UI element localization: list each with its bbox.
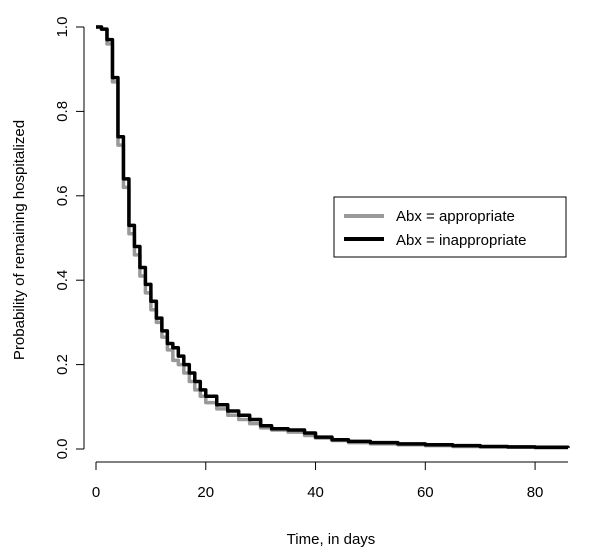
legend-label-inappropriate: Abx = inappropriate: [396, 232, 527, 249]
km-line-inappropriate: [96, 25, 570, 450]
y-tick-label: 0.8: [54, 101, 71, 122]
legend: Abx = appropriate Abx = inappropriate: [333, 196, 567, 258]
x-ticks: 0 20 40 60 80: [92, 462, 544, 501]
y-ticks: 0.0 0.2 0.4 0.6 0.8 1.0: [54, 17, 84, 460]
legend-label-appropriate: Abx = appropriate: [396, 208, 515, 225]
y-tick-label: 0.6: [54, 185, 71, 206]
legend-box: [333, 196, 567, 258]
y-tick-label: 0.4: [54, 270, 71, 291]
x-axis-title: Time, in days: [287, 531, 376, 548]
x-tick-label: 60: [417, 484, 434, 501]
y-tick-label: 0.2: [54, 354, 71, 375]
x-tick-label: 40: [307, 484, 324, 501]
x-tick-label: 0: [92, 484, 100, 501]
x-tick-label: 20: [197, 484, 214, 501]
plot-lines: [96, 25, 570, 450]
y-axis-title: Probability of remaining hospitalized: [11, 120, 28, 360]
y-tick-label: 1.0: [54, 17, 71, 38]
x-tick-label: 80: [527, 484, 544, 501]
y-tick-label: 0.0: [54, 439, 71, 460]
